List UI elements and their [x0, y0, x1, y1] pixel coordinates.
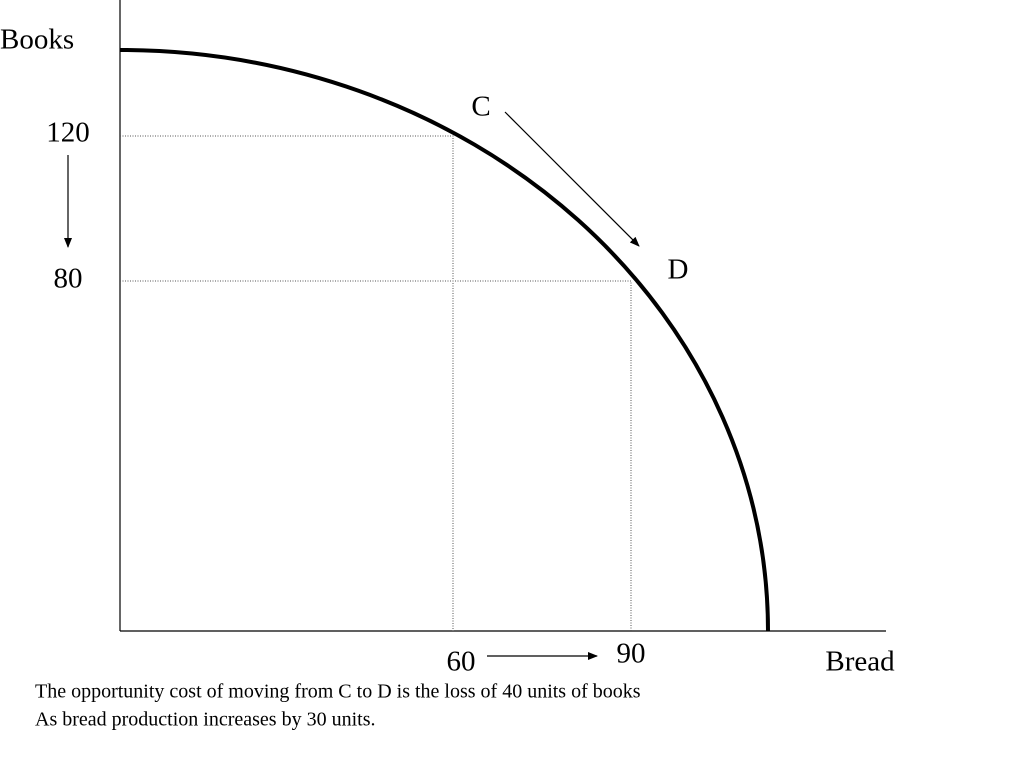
caption-line: The opportunity cost of moving from C to…: [35, 681, 641, 703]
point-label: D: [668, 254, 689, 286]
x-tick-label: 60: [447, 646, 476, 678]
guide-c: [120, 135, 454, 631]
point-label: C: [471, 91, 490, 123]
arrow-c-d: [504, 111, 640, 247]
x-axis-label: Bread: [825, 646, 895, 678]
y-tick-label: 120: [46, 117, 90, 149]
y-tick-label: 80: [54, 263, 83, 295]
y-axis-label: Books: [0, 24, 74, 56]
x-tick-label: 90: [617, 638, 646, 670]
ppf-curve: [119, 48, 770, 632]
guide-d: [120, 280, 632, 631]
caption-line: As bread production increases by 30 unit…: [35, 709, 375, 731]
